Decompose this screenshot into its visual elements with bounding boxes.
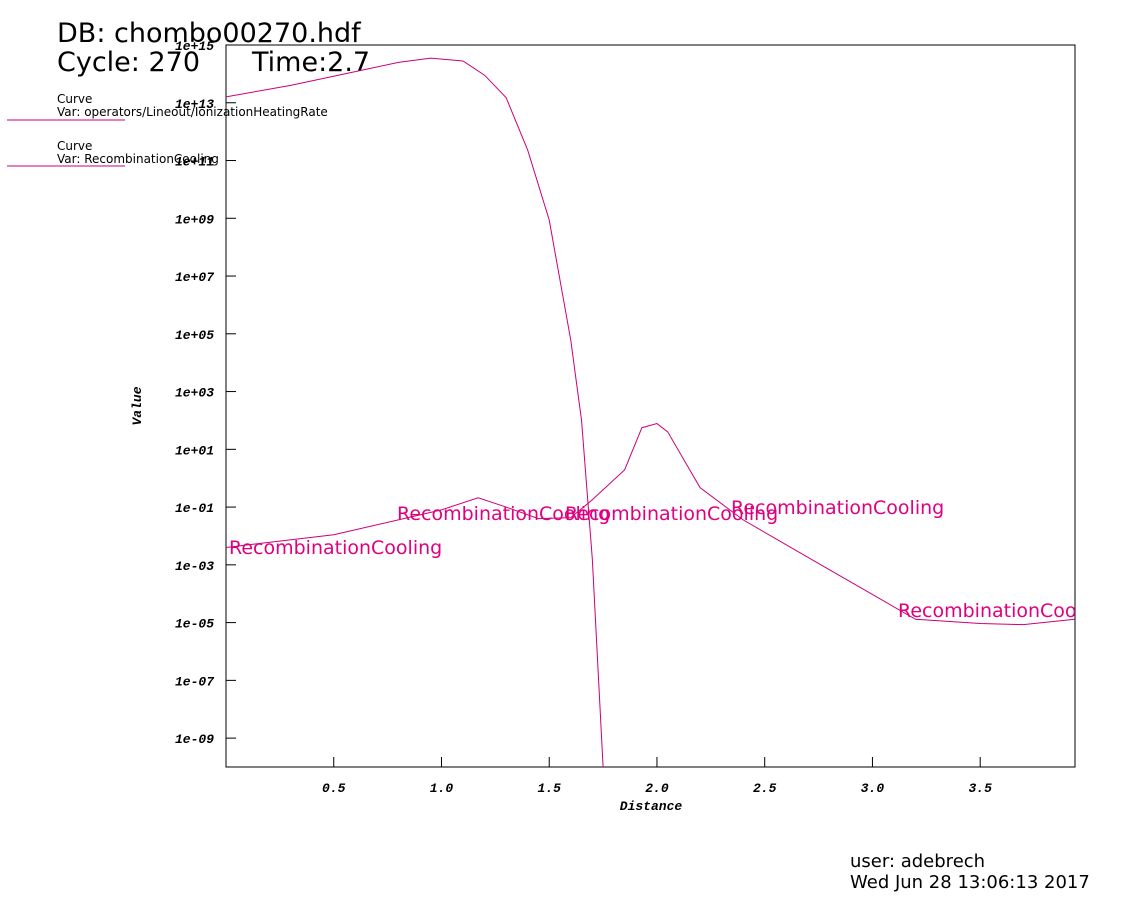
y-tick-label: 1e-05 [175, 617, 214, 632]
curve [226, 423, 1075, 626]
time: Time:2.7 [251, 47, 370, 78]
legend-name: Curve [57, 92, 92, 106]
plot-frame [225, 44, 1076, 768]
x-tick-label: 3.0 [861, 781, 885, 796]
x-tick-label: 1.0 [430, 781, 454, 796]
annotation: RecombinationCooling [229, 537, 442, 559]
x-tick-label: 0.5 [322, 781, 346, 796]
annotation: RecombinationCooling [565, 503, 778, 525]
y-tick-label: 1e+03 [175, 386, 214, 401]
legend-var: Var: RecombinationCooling [57, 152, 219, 166]
y-axis-label: Value [130, 386, 145, 425]
y-tick-label: 1e+07 [175, 270, 214, 285]
annotation: RecombinationCooling [731, 497, 944, 519]
cycle: Cycle: 270 [57, 47, 200, 78]
y-tick-label: 1e-01 [175, 501, 214, 516]
plot-area: RecombinationCoolingRecombinationCooling… [226, 57, 1111, 767]
y-tick-label: 1e-07 [175, 674, 214, 689]
date: Wed Jun 28 13:06:13 2017 [850, 872, 1090, 893]
y-tick-label: 1e+15 [175, 39, 214, 54]
y-tick-label: 1e+09 [175, 212, 214, 227]
x-tick-label: 1.5 [538, 781, 562, 796]
x-tick-label: 2.0 [645, 781, 669, 796]
y-tick-label: 1e-03 [175, 559, 214, 574]
legend-var: Var: operators/Lineout/IonizationHeating… [57, 105, 328, 119]
annotation: RecombinationCooling [898, 600, 1111, 622]
y-tick-label: 1e-09 [175, 732, 214, 747]
x-axis-label: Distance [620, 799, 683, 814]
x-tick-label: 3.5 [968, 781, 992, 796]
y-tick-label: 1e+01 [175, 443, 214, 458]
legend-name: Curve [57, 139, 92, 153]
y-tick-label: 1e+13 [175, 97, 214, 112]
annotation: RecombinationCooling [397, 503, 610, 525]
curve [226, 57, 604, 767]
y-tick-label: 1e+05 [175, 328, 214, 343]
y-tick-label: 1e+11 [175, 155, 214, 170]
db-title: DB: chombo00270.hdf [57, 18, 362, 49]
user: user: adebrech [850, 851, 985, 872]
x-tick-label: 2.5 [753, 781, 777, 796]
